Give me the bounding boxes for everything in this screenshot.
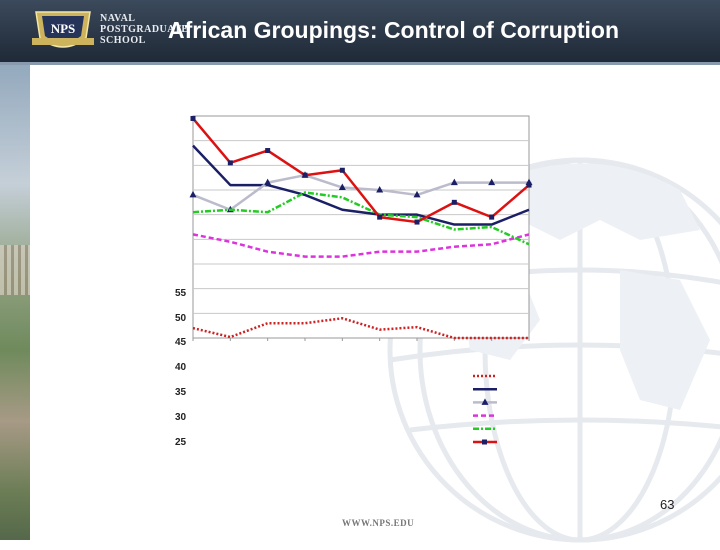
logo-badge-text: NPS [51, 21, 76, 36]
data-point-s6 [489, 214, 495, 220]
legend-marker-s3 [481, 398, 489, 405]
series-line-s1 [192, 317, 529, 340]
page-number: 63 [660, 497, 675, 512]
school-name-line-1: NAVAL [100, 13, 136, 24]
y-tick-label: 35 [175, 387, 187, 398]
y-tick-label: 30 [175, 412, 187, 423]
y-tick-label: 40 [175, 362, 187, 373]
school-name-line-3: SCHOOL [100, 35, 146, 46]
data-point-s3 [376, 186, 384, 193]
school-name: NAVAL POSTGRADUATE SCHOOL [100, 13, 189, 46]
data-point-s3 [189, 190, 197, 198]
data-point-s6 [451, 199, 457, 205]
y-tick-label: 45 [175, 337, 187, 348]
data-point-s6 [414, 219, 420, 225]
data-point-s6 [377, 214, 383, 220]
y-tick-label: 25 [175, 437, 187, 448]
footer-url[interactable]: WWW.NPS.EDU [342, 518, 415, 528]
data-point-s6 [227, 160, 233, 166]
series-line-s4 [192, 233, 530, 258]
data-point-s6 [265, 148, 271, 154]
series-line-s5 [192, 191, 530, 246]
campus-photo-strip [0, 65, 30, 540]
data-point-s6 [339, 167, 345, 173]
legend-marker-s6 [482, 439, 487, 445]
data-point-s3 [488, 178, 496, 186]
series-line-s3 [192, 173, 529, 211]
data-point-s3 [338, 183, 346, 191]
data-point-s3 [264, 178, 272, 186]
data-point-s3 [450, 178, 458, 186]
nps-crest-logo: NPS [32, 11, 94, 48]
slide-title: African Groupings: Control of Corruption [168, 17, 620, 43]
series-line-s6 [192, 117, 530, 224]
y-tick-label: 50 [175, 313, 187, 324]
y-tick-label: 55 [175, 288, 187, 299]
data-point-s3 [413, 190, 421, 198]
header-rule [0, 62, 720, 65]
data-point-s6 [302, 172, 308, 178]
data-point-s6 [190, 115, 196, 121]
data-point-s6 [526, 182, 532, 188]
series-line-s2 [192, 144, 530, 226]
header-bar: NPS NAVAL POSTGRADUATE SCHOOL African Gr… [0, 0, 720, 62]
school-name-line-2: POSTGRADUATE [100, 24, 189, 35]
